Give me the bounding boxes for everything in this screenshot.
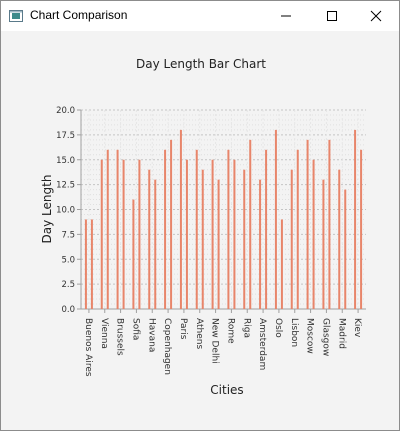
bar: [233, 159, 236, 309]
x-tick-label: Buenos Aires: [83, 318, 93, 377]
bar: [243, 169, 246, 309]
close-icon: [370, 10, 382, 22]
bar: [106, 149, 109, 309]
gridlines: [81, 109, 366, 310]
bar: [312, 159, 315, 309]
minimize-button[interactable]: [263, 1, 309, 31]
y-tick-label: 15.0: [56, 156, 75, 166]
chart-app-icon: [9, 10, 23, 22]
y-tick-label: 17.5: [56, 131, 75, 141]
y-tick-label: 0.0: [61, 305, 75, 315]
bar: [249, 139, 252, 309]
bar: [338, 169, 341, 309]
x-tick-label: Madrid: [336, 318, 346, 349]
bar: [322, 179, 325, 309]
bar: [148, 169, 151, 309]
bar: [344, 189, 347, 309]
bar: [290, 169, 293, 309]
x-tick-label: Paris: [178, 318, 188, 340]
bar: [100, 159, 103, 309]
bar: [201, 169, 204, 309]
bar: [179, 129, 182, 309]
bar: [217, 179, 220, 309]
window-title: Chart Comparison: [30, 8, 128, 22]
bar: [211, 159, 214, 309]
x-tick-label: Copenhagen: [162, 318, 172, 375]
x-tick-label: Havana: [146, 318, 156, 352]
x-tick-label: Vienna: [99, 318, 109, 349]
bar: [354, 129, 357, 309]
x-tick-label: Glasgow: [320, 318, 330, 356]
close-button[interactable]: [353, 1, 399, 31]
bar: [306, 139, 309, 309]
y-tick-label: 10.0: [56, 206, 75, 216]
x-tick-label: Riga: [241, 318, 251, 338]
bar: [280, 219, 283, 309]
bar: [259, 179, 262, 309]
chart-title: Day Length Bar Chart: [136, 57, 266, 71]
x-tick-label: Athens: [194, 318, 204, 349]
y-tick-label: 7.5: [61, 230, 75, 240]
x-tick-label: New Delhi: [210, 318, 220, 364]
x-axis-label: Cities: [210, 383, 243, 397]
bar: [138, 159, 141, 309]
x-tick-label: Rome: [225, 318, 235, 344]
bar: [164, 149, 167, 309]
x-tick-label: Amsterdam: [257, 318, 267, 370]
maximize-icon: [327, 11, 337, 21]
bar: [328, 139, 331, 309]
y-tick-label: 5.0: [61, 255, 75, 265]
bar: [227, 149, 230, 309]
bar: [116, 149, 119, 309]
maximize-button[interactable]: [309, 1, 355, 31]
axes: [77, 109, 366, 313]
bar: [170, 139, 173, 309]
y-tick-label: 12.5: [56, 181, 75, 191]
bar: [154, 179, 157, 309]
x-tick-label: Oslo: [273, 318, 283, 338]
bar: [84, 219, 87, 309]
x-tick-label: Lisbon: [289, 318, 299, 347]
x-tick-label: Kiev: [352, 318, 362, 338]
bar: [274, 129, 277, 309]
bar: [195, 149, 198, 309]
tick-labels: 0.0 2.5 5.0 7.5 10.0 12.5 15.0 17.5 20.0 Buenos A…: [56, 106, 362, 377]
bar: [122, 159, 125, 309]
bar: [296, 149, 299, 309]
bar: [90, 219, 93, 309]
bars: [84, 129, 363, 309]
minimize-icon: [281, 15, 291, 17]
y-axis-label: Day Length: [40, 175, 54, 244]
x-tick-label: Moscow: [305, 318, 315, 354]
bar: [132, 199, 135, 309]
bar: [265, 149, 268, 309]
title-bar[interactable]: Chart Comparison: [1, 1, 399, 31]
x-tick-label: Sofia: [130, 318, 140, 340]
x-tick-label: Brussels: [115, 318, 125, 356]
bar: [360, 149, 363, 309]
y-tick-label: 20.0: [56, 106, 75, 116]
bar-chart: Day Length Bar Chart Day Length Cities 0…: [40, 57, 366, 397]
y-tick-label: 2.5: [61, 280, 75, 290]
bar: [185, 159, 188, 309]
